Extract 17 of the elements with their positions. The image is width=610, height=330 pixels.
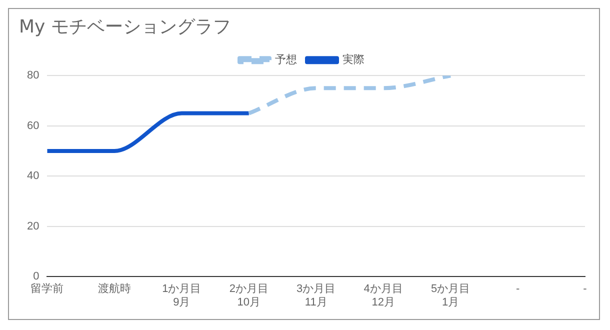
- y-tick-label: 60: [26, 120, 40, 132]
- x-tick-label: 1か月目 9月: [162, 283, 202, 308]
- x-tick-label: 4か月目 12月: [364, 283, 403, 308]
- x-tick-label: 留学前: [30, 283, 64, 296]
- y-tick-label: 80: [26, 70, 40, 82]
- x-tick-label: -: [516, 283, 520, 296]
- y-tick-label: 40: [26, 170, 40, 182]
- y-tick-label: 0: [33, 270, 40, 283]
- chart-title: My モチベーショングラフ: [19, 16, 231, 38]
- x-tick-label: 2か月目 10月: [229, 283, 268, 308]
- y-tick-label: 20: [26, 220, 40, 232]
- legend-label: 予想: [275, 53, 297, 66]
- x-tick-label: 3か月目 11月: [296, 283, 336, 308]
- legend-label: 実際: [342, 53, 364, 66]
- x-tick-label: -: [583, 283, 588, 296]
- x-tick-label: 5か月目 1月: [430, 283, 470, 308]
- x-tick-label: 渡航時: [98, 282, 131, 296]
